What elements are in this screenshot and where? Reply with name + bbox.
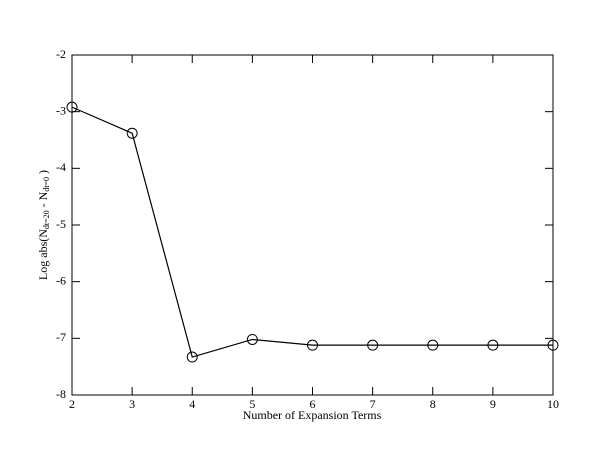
y-tick-label: -6 (56, 273, 66, 287)
x-tick-label: 2 (69, 397, 75, 411)
x-axis-label: Number of Expansion Terms (243, 408, 382, 422)
x-tick-label: 3 (129, 397, 135, 411)
series-line (71, 106, 553, 358)
y-tick-label: -2 (56, 47, 66, 61)
y-label-sub: dt=0 (42, 177, 51, 192)
point-marker (427, 339, 439, 351)
point-marker (186, 351, 198, 363)
y-tick-label: -8 (56, 387, 66, 401)
point-marker (547, 339, 559, 351)
y-axis-label: Log abs(Ndt=20 - Ndt=0 ) (36, 170, 51, 280)
x-tick-label: 9 (490, 397, 496, 411)
x-tick-label: 7 (370, 397, 376, 411)
y-tick-label: -7 (56, 330, 66, 344)
x-tick-label: 8 (430, 397, 436, 411)
y-tick-label: -4 (56, 160, 66, 174)
plot-frame (71, 54, 554, 396)
x-tick-label: 6 (310, 397, 316, 411)
x-tick-label: 5 (249, 397, 255, 411)
x-tick-label: 4 (189, 397, 195, 411)
point-marker (66, 101, 78, 113)
y-tick-label: -5 (56, 217, 66, 231)
y-label-part: - N (36, 191, 50, 210)
x-tick-label: 10 (547, 397, 559, 411)
point-marker (367, 339, 379, 351)
point-marker (126, 127, 138, 139)
point-marker (487, 339, 499, 351)
y-label-part: Log abs(N (36, 229, 50, 280)
point-marker (246, 333, 258, 345)
y-tick-label: -3 (56, 103, 66, 117)
y-label-sub: dt=20 (42, 210, 51, 229)
y-label-part: ) (36, 170, 50, 177)
point-marker (307, 339, 318, 351)
